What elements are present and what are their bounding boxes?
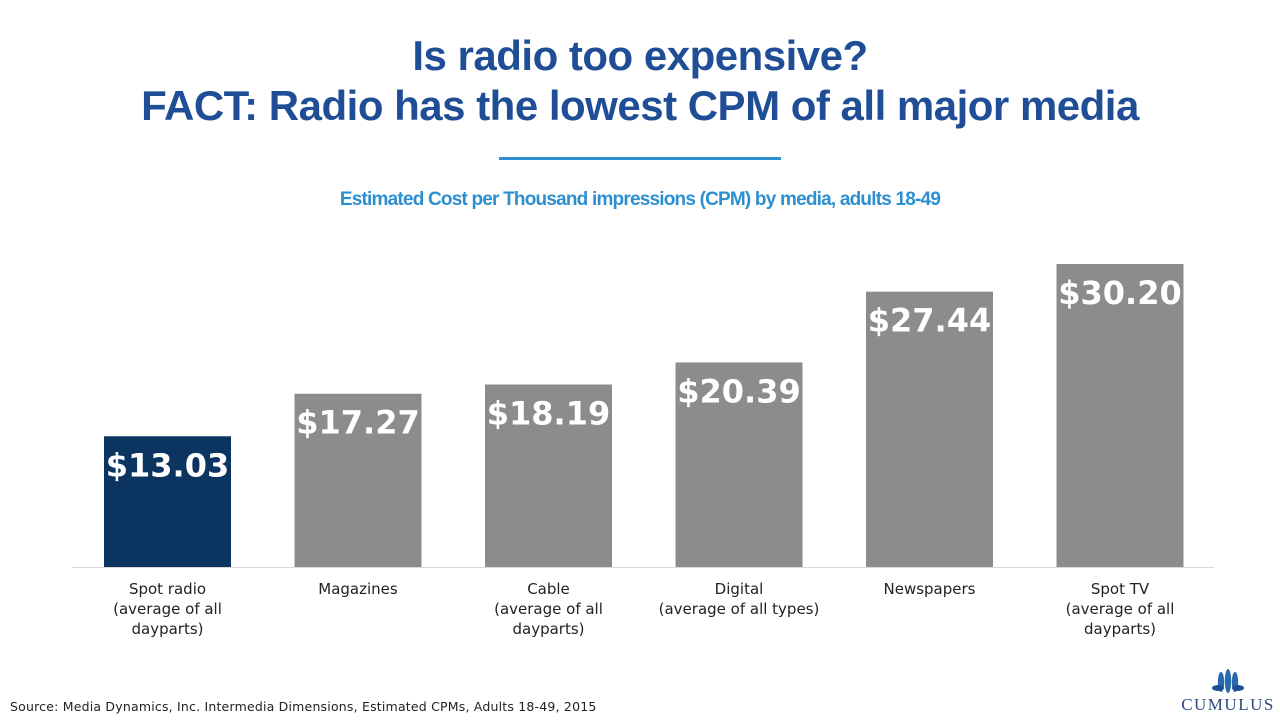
bar-0 <box>104 436 231 567</box>
source-note: Source: Media Dynamics, Inc. Intermedia … <box>10 699 597 714</box>
data-label-4: $27.44 <box>868 302 991 340</box>
category-label-0-line-0: Spot radio <box>129 580 206 598</box>
data-label-5: $30.20 <box>1058 274 1181 312</box>
category-label-2-line-2: dayparts) <box>512 620 584 638</box>
bar-chart: $13.03 Spot radio (average of all dayparts)… <box>72 264 1214 638</box>
category-label-3-line-0: Digital <box>715 580 764 598</box>
data-label-1: $17.27 <box>296 404 419 442</box>
bar-3 <box>675 362 803 567</box>
chart-title-line-2: FACT: Radio has the lowest CPM of all ma… <box>141 82 1139 129</box>
logo-wordmark: CUMULUS <box>1181 695 1275 714</box>
category-label-1-line-0: Magazines <box>318 580 398 598</box>
chart-title-line-1: Is radio too expensive? <box>412 32 868 79</box>
category-label-4-line-0: Newspapers <box>884 580 976 598</box>
category-label-5-line-0: Spot TV <box>1091 580 1150 598</box>
category-label-5-line-2: dayparts) <box>1084 620 1156 638</box>
category-label-2-line-0: Cable <box>527 580 570 598</box>
bar-5 <box>1056 264 1184 567</box>
bar-1 <box>294 393 422 567</box>
cumulus-logo: CUMULUS <box>1180 668 1276 718</box>
category-label-0-line-2: dayparts) <box>131 620 203 638</box>
bar-4 <box>866 291 993 567</box>
data-label-2: $18.19 <box>487 394 610 432</box>
bar-2 <box>485 384 612 567</box>
cumulus-logo-icon <box>1212 669 1244 693</box>
chart-subtitle: Estimated Cost per Thousand impressions … <box>339 189 941 210</box>
category-label-0-line-1: (average of all <box>113 600 222 618</box>
title-divider <box>499 157 781 160</box>
category-label-3-line-1: (average of all types) <box>659 600 820 618</box>
category-label-5-line-1: (average of all <box>1066 600 1175 618</box>
category-label-2-line-1: (average of all <box>494 600 603 618</box>
data-label-3: $20.39 <box>677 372 800 410</box>
data-label-0: $13.03 <box>106 446 229 484</box>
